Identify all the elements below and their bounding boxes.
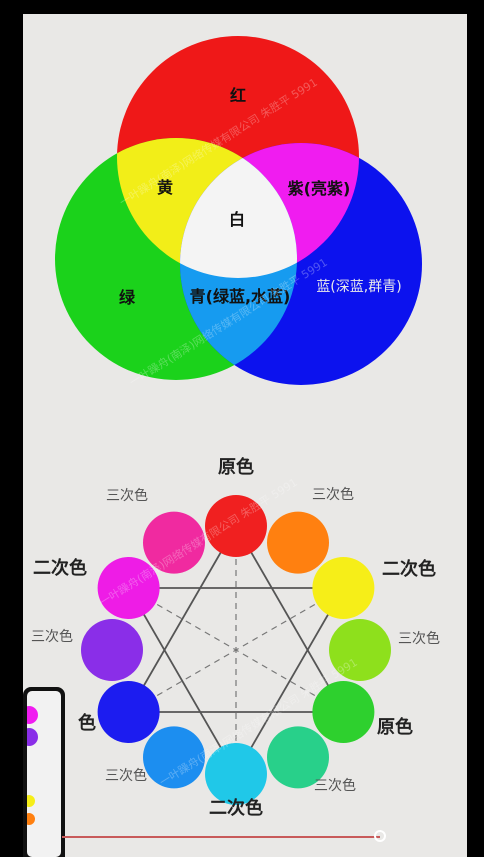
venn-label-blue: 蓝(深蓝,群青): [316, 279, 402, 295]
video-progress-bar[interactable]: [62, 836, 380, 838]
venn-label-green: 绿: [118, 288, 136, 307]
wheel-label-tertiary-mid-right: 三次色: [398, 631, 440, 647]
secondary-triangle-edge: [235, 587, 345, 775]
wheel-color-circle: [205, 743, 267, 805]
venn-region-white: [180, 143, 297, 278]
primary-triangle-edge: [235, 525, 345, 713]
wheel-label-primary-bottom-left: 色: [78, 713, 96, 734]
wheel-color-circle: [97, 681, 160, 743]
wheel-color-circle: [312, 681, 375, 743]
venn-label-cyan: 青(绿蓝,水蓝): [189, 287, 291, 306]
video-progress-handle[interactable]: [374, 830, 386, 842]
secondary-triangle-edge: [127, 587, 237, 775]
venn-label-yellow: 黄: [156, 178, 174, 197]
wheel-label-secondary-right: 二次色: [382, 559, 436, 580]
wheel-color-circle: [267, 726, 329, 789]
wheel-label-tertiary-top-right: 三次色: [312, 487, 354, 503]
wheel-label-secondary-left: 二次色: [33, 558, 87, 579]
primary-triangle-edge: [127, 525, 237, 713]
floating-thumbnail-window[interactable]: [23, 687, 65, 857]
color-theory-photo: 红 黄 紫(亮紫) 白 绿 青(绿蓝,水蓝) 蓝(深蓝,群青) 原色 原色 色 …: [23, 14, 467, 857]
color-wheel-diagram: [81, 495, 391, 805]
thumbnail-preview: [27, 691, 61, 857]
wheel-color-circle: [329, 619, 391, 681]
wheel-color-circle: [143, 511, 205, 574]
wheel-color-circle: [97, 557, 160, 619]
venn-label-white: 白: [228, 210, 246, 229]
wheel-color-circle: [267, 511, 329, 574]
rgb-venn-diagram: [55, 36, 422, 385]
wheel-color-circle: [312, 557, 375, 619]
wheel-color-circle: [81, 619, 143, 681]
wheel-color-circle: [143, 726, 205, 789]
wheel-label-tertiary-bottom-right: 三次色: [314, 778, 356, 794]
wheel-label-secondary-bottom: 二次色: [209, 798, 263, 819]
complement-dashed-line: [128, 587, 344, 713]
venn-label-red: 红: [229, 86, 247, 105]
wheel-color-circle: [205, 495, 267, 557]
venn-label-magenta: 紫(亮紫): [287, 179, 351, 198]
wheel-label-tertiary-bottom-left: 三次色: [105, 768, 147, 784]
wheel-label-tertiary-mid-left: 三次色: [31, 629, 73, 645]
wheel-label-primary-bottom-right: 原色: [377, 717, 413, 738]
venn-region-white-group: [180, 143, 297, 278]
wheel-label-primary-top: 原色: [218, 457, 254, 478]
wheel-label-tertiary-top-left: 三次色: [106, 488, 148, 504]
